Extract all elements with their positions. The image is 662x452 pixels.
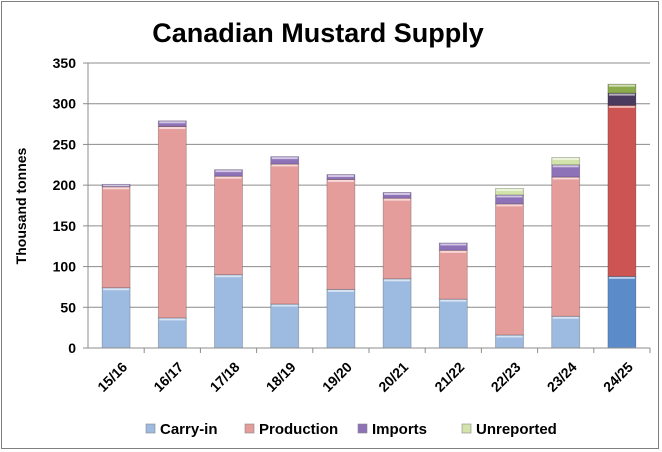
- bar-highlight: [159, 121, 186, 124]
- bar-segment-imports: [551, 164, 581, 178]
- bar-segment-imports: [214, 169, 243, 177]
- bar-highlight: [384, 192, 411, 195]
- bar-segment-unreported: [551, 157, 581, 166]
- bar-segment-imports: [382, 192, 412, 199]
- y-tick-label: 150: [53, 218, 77, 234]
- bar-segment-unreported: [495, 187, 524, 196]
- bar-highlight: [215, 176, 242, 179]
- bar-segment-production: [101, 186, 131, 289]
- bar-highlight: [608, 93, 635, 96]
- legend-swatch: [145, 423, 156, 434]
- y-tick-label: 0: [68, 340, 76, 356]
- bar-highlight: [271, 164, 298, 167]
- bar-highlight: [103, 288, 130, 291]
- bar-segment-production: [495, 203, 524, 336]
- bar-highlight: [608, 84, 635, 87]
- bar-highlight: [159, 318, 186, 321]
- bar-segment-production: [326, 179, 356, 290]
- x-tick-label: 15/16: [94, 359, 130, 395]
- legend-label: Carry-in: [160, 421, 218, 438]
- bar-highlight: [215, 170, 242, 173]
- bar-segment-carry-in: [326, 288, 356, 349]
- bar-highlight: [159, 127, 186, 130]
- bar-highlight: [103, 187, 130, 190]
- bar-highlight: [327, 179, 354, 182]
- bar-segment-carry-in: [438, 298, 468, 349]
- bar-highlight: [496, 335, 523, 338]
- bar-segment-production: [438, 249, 468, 300]
- bar-highlight: [552, 157, 579, 160]
- bar-highlight: [103, 184, 130, 187]
- x-tick-label: 24/25: [600, 359, 636, 395]
- x-tick-label: 17/18: [207, 359, 243, 395]
- bar-highlight: [496, 204, 523, 207]
- bar-segment-production: [157, 126, 187, 319]
- bar-highlight: [384, 279, 411, 282]
- x-tick-label: 23/24: [544, 359, 580, 395]
- y-axis-label: Thousand tonnes: [13, 147, 29, 264]
- bar-segment-carry-in: [607, 275, 637, 349]
- x-tick-label: 21/22: [431, 359, 467, 395]
- x-tick-label: 20/21: [375, 359, 411, 395]
- bar-segment-imports: [438, 242, 468, 251]
- x-tick-label: 16/17: [150, 359, 186, 395]
- bar-highlight: [496, 195, 523, 198]
- bar-highlight: [552, 177, 579, 180]
- bar-segment-carry-in: [157, 317, 187, 349]
- chart-title: Canadian Mustard Supply: [152, 18, 484, 48]
- bar-highlight: [496, 188, 523, 191]
- bar-highlight: [440, 243, 467, 246]
- bar-segment-production: [214, 175, 243, 276]
- bar-segment-production: [382, 197, 412, 280]
- legend-swatch: [244, 423, 255, 434]
- legend-swatch: [357, 423, 368, 434]
- y-tick-label: 100: [53, 259, 77, 275]
- bar-segment-imports: [157, 120, 187, 127]
- bar-segment-carry-in: [214, 274, 243, 349]
- legend-label: Imports: [372, 421, 427, 438]
- bar-segment-carry-in: [101, 287, 131, 349]
- x-tick-label: 22/23: [488, 359, 524, 395]
- bar-highlight: [608, 276, 635, 279]
- bar-segment-imports: [495, 194, 524, 205]
- bar-highlight: [271, 157, 298, 160]
- bar-segment-carry-in: [382, 278, 412, 349]
- bar-segment-unreported: [607, 83, 637, 94]
- legend-label: Production: [259, 421, 338, 438]
- bar-highlight: [384, 198, 411, 201]
- bar-highlight: [552, 165, 579, 168]
- bar-highlight: [552, 316, 579, 319]
- bar-highlight: [608, 105, 635, 108]
- bar-segment-carry-in: [551, 315, 581, 349]
- bar-highlight: [440, 250, 467, 253]
- y-tick-label: 300: [53, 96, 77, 112]
- bar-highlight: [327, 175, 354, 178]
- legend-label: Unreported: [476, 421, 557, 438]
- bar-highlight: [271, 304, 298, 307]
- bar-highlight: [215, 275, 242, 278]
- x-tick-label: 19/20: [319, 359, 355, 395]
- legend-swatch: [461, 423, 472, 434]
- bar-segment-production: [551, 176, 581, 317]
- bar-segment-carry-in: [270, 303, 300, 349]
- bar-segment-imports: [270, 156, 300, 165]
- bar-highlight: [327, 289, 354, 292]
- y-tick-label: 350: [53, 55, 77, 71]
- y-tick-label: 200: [53, 177, 77, 193]
- y-tick-label: 250: [53, 136, 77, 152]
- bar-segment-production: [270, 163, 300, 305]
- bar-segment-production: [607, 104, 637, 277]
- bar-highlight: [440, 299, 467, 302]
- x-tick-label: 18/19: [263, 359, 299, 395]
- y-tick-label: 50: [60, 299, 76, 315]
